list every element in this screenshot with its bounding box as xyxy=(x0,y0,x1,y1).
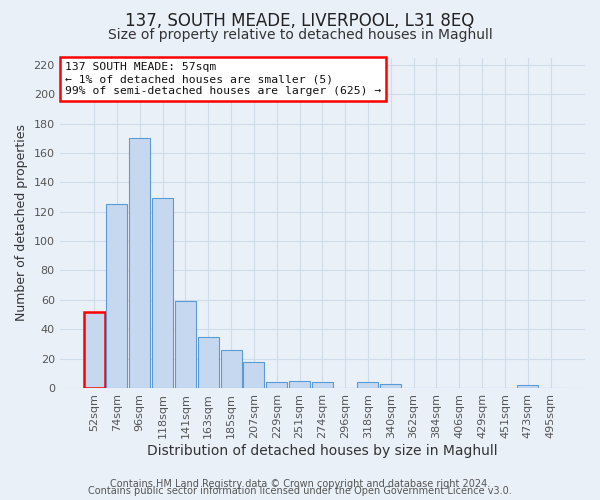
Bar xyxy=(312,382,333,388)
Y-axis label: Number of detached properties: Number of detached properties xyxy=(15,124,28,321)
Bar xyxy=(175,302,196,388)
Bar xyxy=(266,382,287,388)
Bar xyxy=(244,362,265,388)
Text: Contains HM Land Registry data © Crown copyright and database right 2024.: Contains HM Land Registry data © Crown c… xyxy=(110,479,490,489)
Text: 137, SOUTH MEADE, LIVERPOOL, L31 8EQ: 137, SOUTH MEADE, LIVERPOOL, L31 8EQ xyxy=(125,12,475,30)
Bar xyxy=(221,350,242,388)
Bar xyxy=(83,312,104,388)
Bar xyxy=(106,204,127,388)
Text: Size of property relative to detached houses in Maghull: Size of property relative to detached ho… xyxy=(107,28,493,42)
Text: 137 SOUTH MEADE: 57sqm
← 1% of detached houses are smaller (5)
99% of semi-detac: 137 SOUTH MEADE: 57sqm ← 1% of detached … xyxy=(65,62,381,96)
Bar xyxy=(289,380,310,388)
Bar xyxy=(358,382,379,388)
Bar xyxy=(380,384,401,388)
Bar xyxy=(197,336,218,388)
Text: Contains public sector information licensed under the Open Government Licence v3: Contains public sector information licen… xyxy=(88,486,512,496)
Bar xyxy=(129,138,150,388)
Bar xyxy=(152,198,173,388)
Bar xyxy=(517,385,538,388)
X-axis label: Distribution of detached houses by size in Maghull: Distribution of detached houses by size … xyxy=(147,444,497,458)
